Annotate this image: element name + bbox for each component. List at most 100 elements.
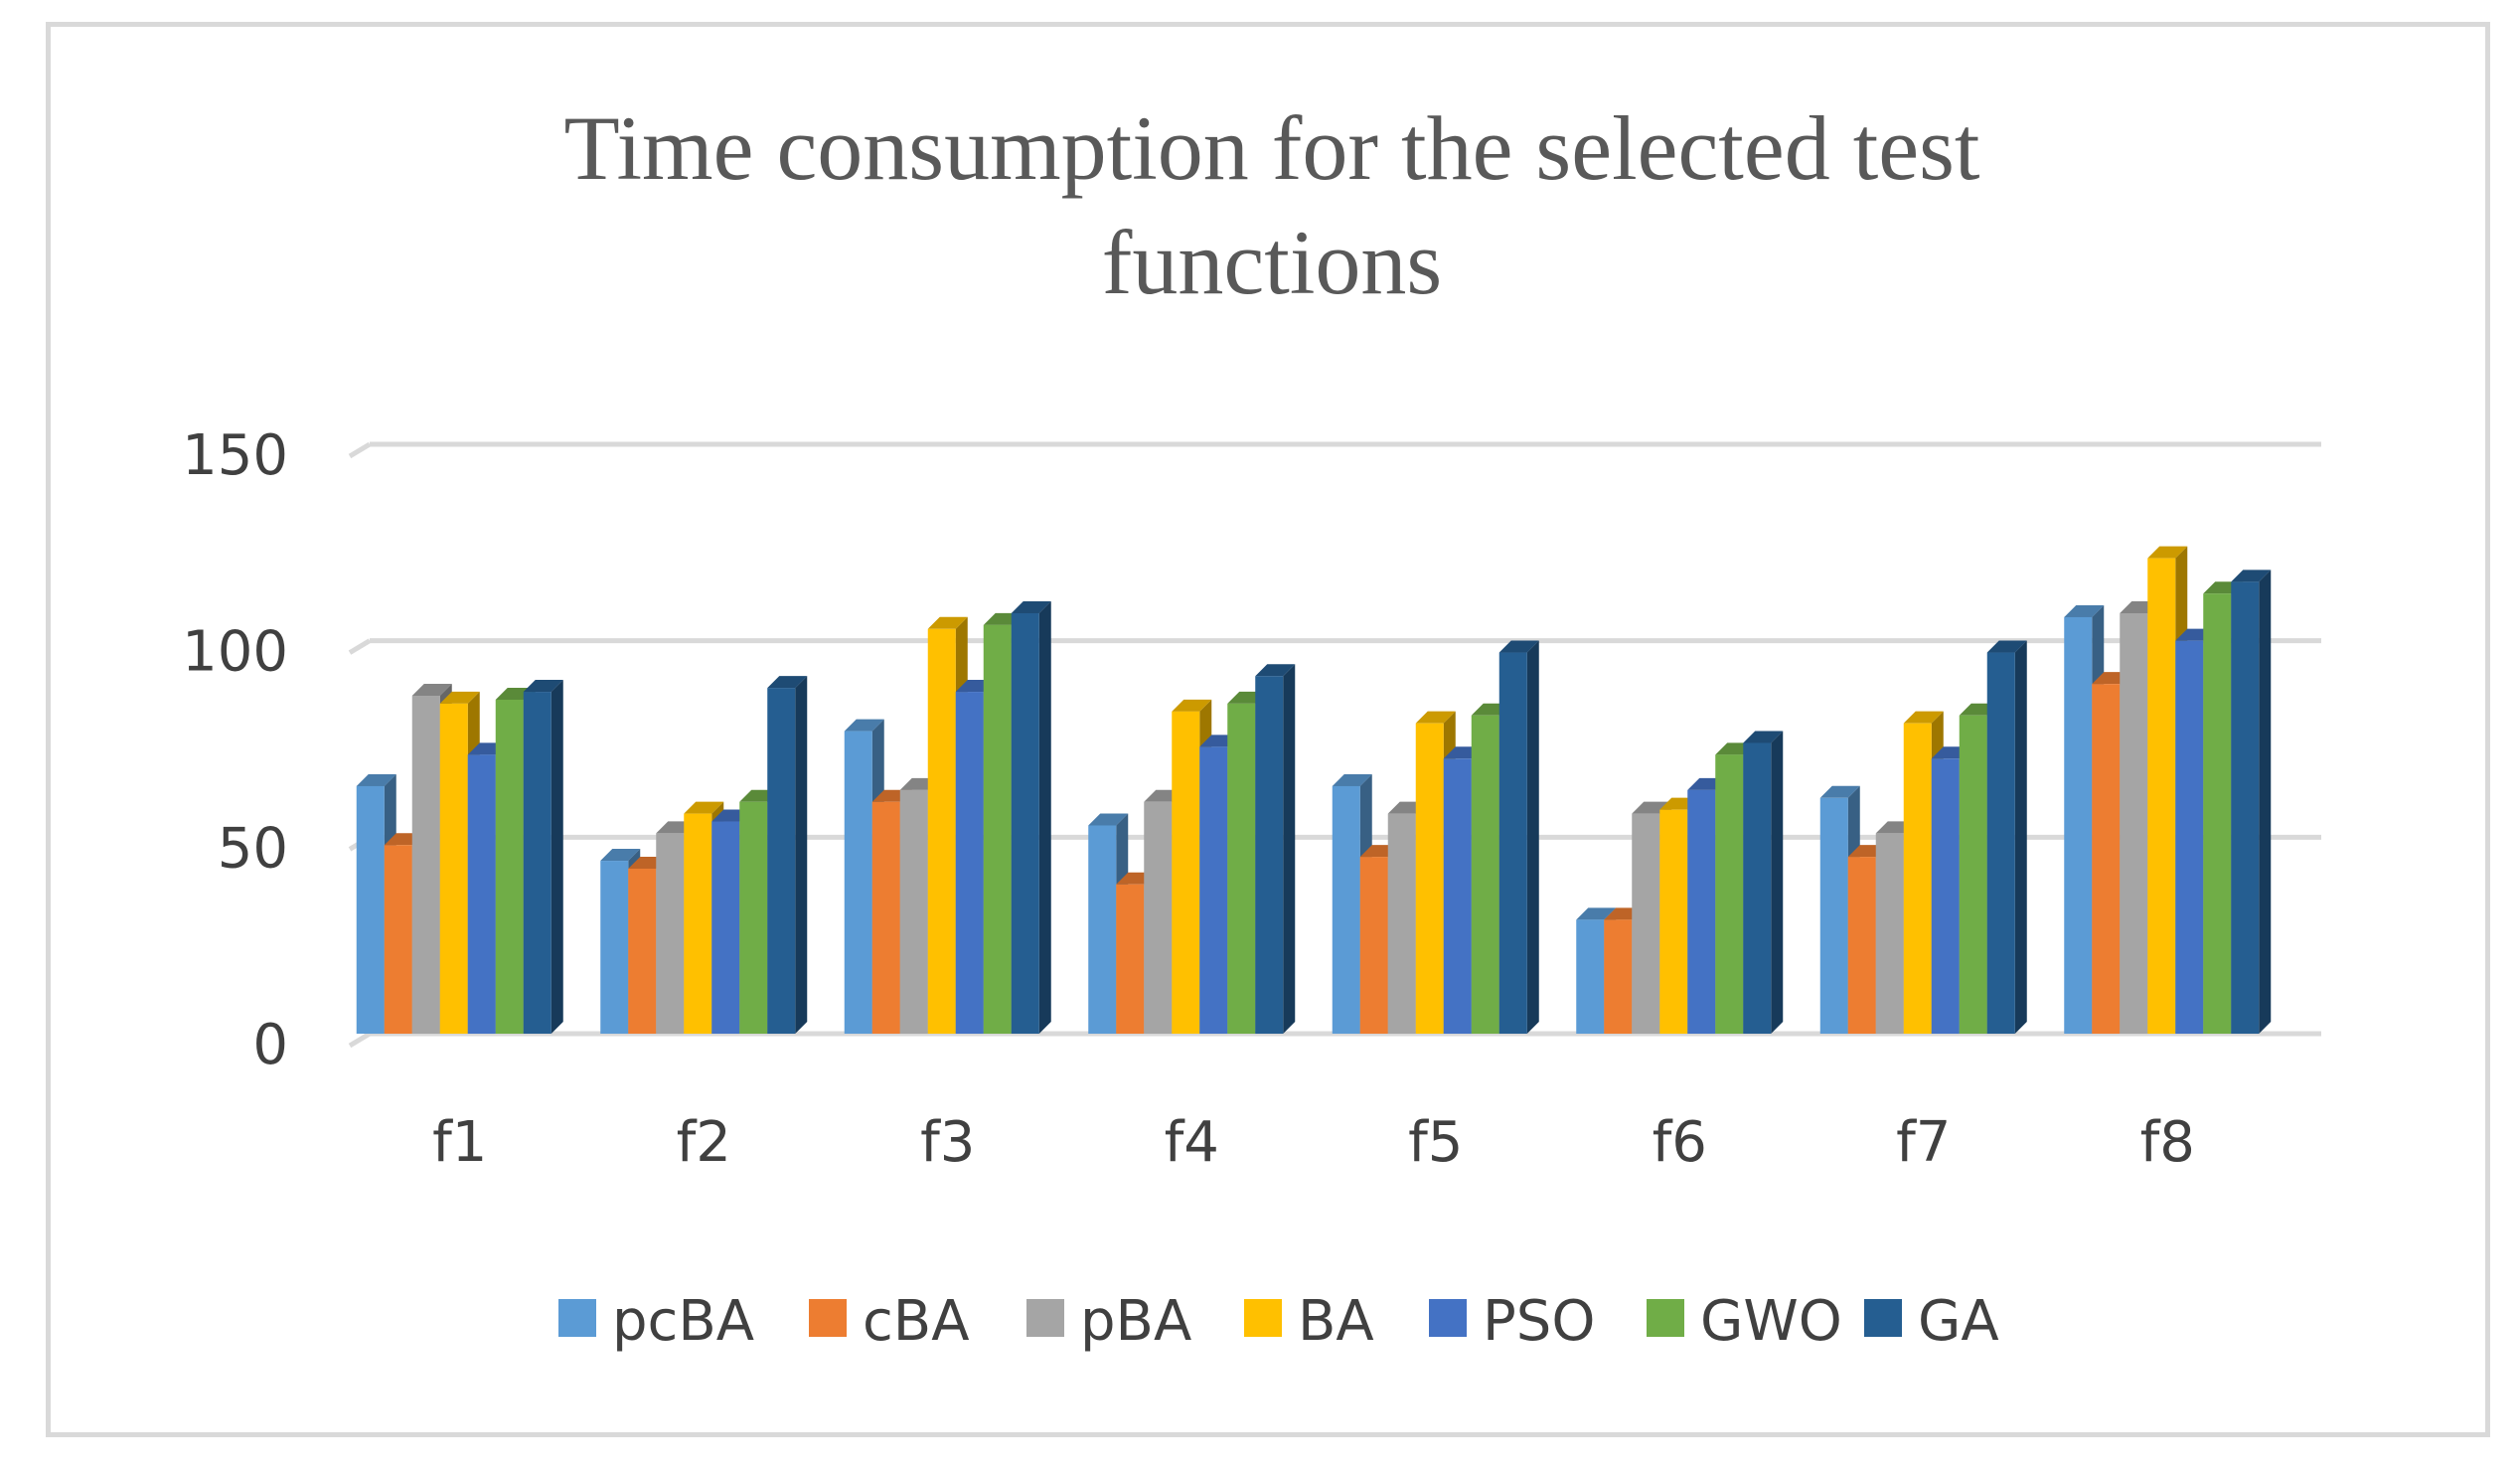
bar-top [1903, 711, 1944, 724]
bar-top [1819, 785, 1860, 798]
legend-item-GWO: GWO [1647, 1289, 1842, 1354]
bar-top [439, 691, 480, 704]
bar-front [1415, 723, 1444, 1034]
legend-item-pBA: pBA [1026, 1289, 1191, 1354]
bar-front [955, 692, 984, 1034]
bar-front [523, 692, 551, 1034]
legend-label: pBA [1080, 1289, 1191, 1354]
legend-label: BA [1298, 1289, 1374, 1354]
bar-front [1875, 833, 1904, 1034]
bar-top [1986, 640, 2027, 653]
legend-item-PSO: PSO [1429, 1289, 1595, 1354]
bar-front [1227, 703, 1256, 1034]
legend-swatch [1026, 1299, 1064, 1337]
bar-top [356, 773, 396, 786]
bar-GA-f8 [2231, 570, 2272, 1034]
bar-GA-f3 [1011, 600, 1051, 1034]
bar-front [2175, 640, 2204, 1034]
legend-label: PSO [1483, 1289, 1595, 1354]
bar-front [1011, 612, 1039, 1034]
bar-front [411, 696, 440, 1034]
bar-front [2147, 558, 2176, 1034]
bar-front [1986, 652, 2015, 1034]
gridline-diag [348, 441, 372, 459]
bar-front [356, 785, 385, 1034]
bar-side [2259, 570, 2272, 1034]
bar-side [795, 676, 808, 1034]
bar-front [628, 868, 657, 1034]
legend-swatch [1647, 1299, 1684, 1337]
legend-item-cBA: cBA [809, 1289, 970, 1354]
bar-front [927, 628, 956, 1034]
bar-top [600, 849, 641, 862]
bar-front [600, 861, 629, 1034]
bar-top [2064, 604, 2105, 617]
y-tick-label: 50 [218, 816, 288, 881]
legend-label: GWO [1700, 1289, 1842, 1354]
x-tick-label: f6 [1653, 1110, 1707, 1175]
bar-front [1743, 742, 1772, 1034]
bar-GA-f5 [1498, 640, 1539, 1034]
x-tick-label: f4 [1165, 1110, 1219, 1175]
bar-front [467, 754, 496, 1034]
bar-front [1903, 723, 1932, 1034]
bar-top [1332, 773, 1372, 786]
legend-item-pcBA: pcBA [558, 1289, 754, 1354]
bar-front [1255, 676, 1284, 1034]
bar-top [523, 680, 563, 693]
y-tick-label: 0 [252, 1013, 288, 1077]
bar-front [1443, 758, 1472, 1034]
bar-top [1576, 907, 1617, 920]
bar-side [1283, 664, 1296, 1034]
bar-front [2120, 612, 2148, 1034]
bar-front [2231, 581, 2260, 1034]
bar-front [495, 699, 524, 1034]
bar-front [1498, 652, 1527, 1034]
bar-front [739, 801, 768, 1034]
bar-top [684, 801, 724, 814]
bar-front [1632, 813, 1660, 1034]
legend-swatch [1864, 1299, 1902, 1337]
bar-front [656, 833, 685, 1034]
chart-title-line-2: functions [1102, 212, 1442, 313]
legend-label: GA [1918, 1289, 1999, 1354]
bar-front [1088, 825, 1117, 1034]
bar-front [899, 789, 928, 1034]
legend-label: pcBA [612, 1289, 754, 1354]
bar-side [1038, 600, 1051, 1034]
bar-front [1387, 813, 1416, 1034]
bar-top [767, 676, 808, 689]
bar-side [1526, 640, 1539, 1034]
bar-front [1471, 715, 1499, 1034]
bar-side [1771, 731, 1784, 1034]
x-tick-label: f5 [1408, 1110, 1463, 1175]
bar-front [1931, 758, 1960, 1034]
gridline-diag [348, 638, 372, 655]
x-tick-label: f2 [677, 1110, 731, 1175]
bar-top [1088, 813, 1129, 826]
bar-front [2092, 684, 2121, 1034]
legend-swatch [1429, 1299, 1467, 1337]
y-tick-label: 150 [182, 423, 288, 488]
bar-GA-f4 [1255, 664, 1296, 1034]
bar-front [1144, 801, 1173, 1034]
bar-front [711, 821, 740, 1034]
bar-front [1199, 746, 1228, 1034]
bar-front [2064, 616, 2093, 1034]
bar-top [1172, 699, 1212, 712]
bar-top [844, 719, 884, 732]
bar-front [1172, 711, 1200, 1034]
legend-label: cBA [863, 1289, 970, 1354]
bar-top [1743, 731, 1784, 743]
bar-GA-f7 [1986, 640, 2027, 1034]
gridline-diag [348, 1031, 372, 1049]
bar-side [2014, 640, 2027, 1034]
bar-front [767, 688, 796, 1034]
bar-GA-f1 [523, 680, 563, 1034]
bar-front [871, 801, 900, 1034]
bar-front [384, 845, 412, 1034]
bar-top [411, 684, 452, 697]
legend-swatch [558, 1299, 596, 1337]
bar-front [1959, 715, 1987, 1034]
